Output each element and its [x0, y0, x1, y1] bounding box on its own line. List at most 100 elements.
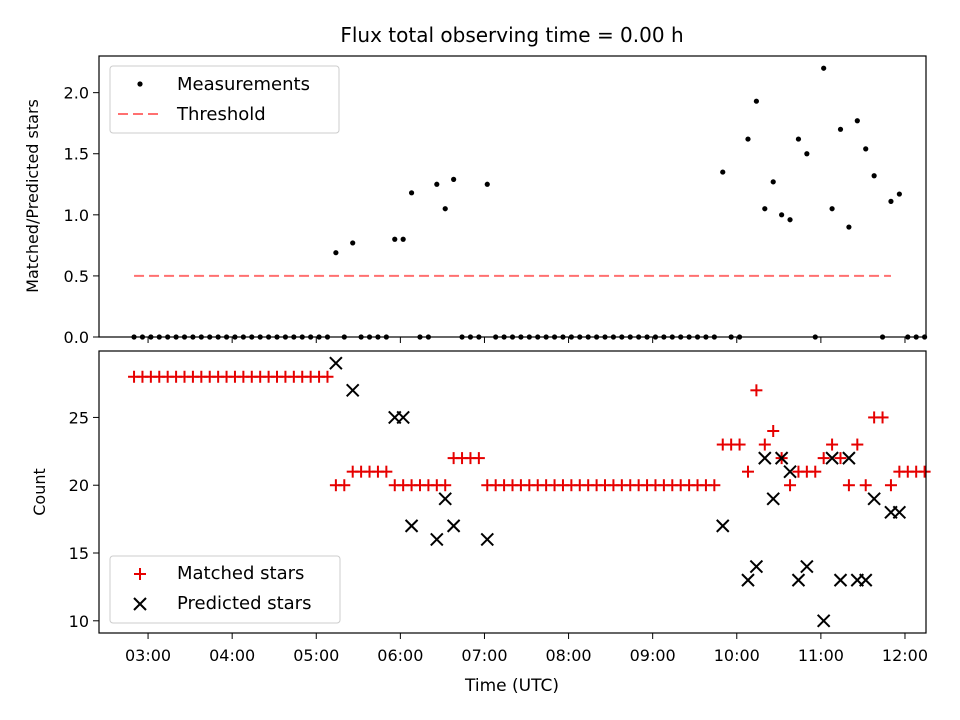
matched-star-point: [876, 411, 889, 424]
count-y-tick-label: 25: [69, 408, 89, 427]
matched-star-point: [842, 479, 855, 492]
ratio-axes-frame: [98, 55, 927, 338]
predicted-star-point: [758, 451, 772, 465]
predicted-star-point: [892, 505, 907, 520]
measurement-point: [350, 240, 356, 246]
measurement-point: [770, 179, 776, 185]
predicted-star-point: [446, 519, 461, 533]
measurement-point: [451, 176, 457, 182]
count-x-tick-label: 09:00: [630, 646, 676, 665]
matched-star-point: [817, 452, 830, 465]
measurement-point: [787, 217, 793, 223]
measurement-point: [720, 169, 726, 175]
predicted-star-point: [867, 492, 881, 506]
ratio-y-tick-label: 1.5: [64, 145, 89, 164]
predicted-star-point: [825, 451, 839, 465]
measurement-point: [408, 190, 415, 196]
predicted-star-point: [345, 383, 360, 398]
legend-predicted-marker: [133, 597, 147, 611]
measurement-point: [896, 191, 902, 197]
matched-star-point: [851, 438, 864, 451]
measurement-point: [804, 151, 810, 157]
matched-star-point: [338, 479, 351, 492]
predicted-star-point: [404, 519, 419, 533]
count-legend-box: [109, 555, 341, 624]
predicted-star-point: [741, 573, 755, 587]
count-legend: Matched stars Predicted stars: [109, 555, 341, 624]
measurement-point: [821, 65, 827, 71]
count-x-tick-label: 04:00: [209, 646, 255, 665]
matched-star-point: [758, 438, 771, 451]
legend-matched-label: Matched stars: [177, 563, 304, 584]
measurement-point: [863, 146, 869, 152]
predicted-star-point: [791, 573, 806, 587]
measurement-point: [762, 206, 768, 212]
measurement-point: [795, 136, 802, 142]
chart-title: Flux total observing time = 0.00 h: [340, 23, 683, 47]
measurement-point: [753, 98, 759, 104]
measurement-point: [400, 236, 406, 242]
predicted-star-point: [859, 573, 873, 587]
ratio-legend: Measurements Threshold: [109, 65, 340, 134]
predicted-star-point: [329, 356, 343, 370]
ratio-x-axis: [147, 337, 906, 343]
measurement-point: [442, 206, 448, 212]
matched-star-point: [708, 479, 721, 492]
predicted-star-point: [716, 519, 730, 533]
ratio-legend-box: [109, 65, 340, 134]
legend-threshold-label: Threshold: [176, 104, 266, 125]
predicted-star-point: [774, 451, 789, 465]
count-x-tick-label: 11:00: [798, 646, 844, 665]
predicted-star-point: [842, 451, 856, 465]
measurement-point: [745, 136, 751, 142]
matched-star-point: [767, 424, 780, 437]
matched-star-point: [884, 479, 897, 492]
count-x-axis: 03:00 04:00 05:00 06:00 07:00 08:00 09:00 10:00…: [125, 633, 928, 665]
measurement-point: [779, 212, 785, 218]
count-plot-area: [128, 356, 931, 628]
measurement-point: [854, 118, 860, 124]
matched-star-point: [750, 384, 763, 397]
measurement-point: [484, 181, 490, 187]
predicted-star-point: [783, 464, 797, 479]
count-x-tick-label: 08:00: [546, 646, 592, 665]
predicted-star-point: [480, 532, 494, 547]
count-axes-frame: [98, 350, 927, 634]
matched-star-point: [380, 465, 393, 478]
legend-measurements-label: Measurements: [177, 74, 310, 95]
matched-star-point: [741, 465, 754, 478]
legend-predicted-label: Predicted stars: [177, 593, 311, 614]
matched-star-point: [809, 465, 822, 478]
ratio-y-axis-label: Matched/Predicted stars: [23, 99, 42, 293]
matched-star-point: [733, 438, 746, 451]
measurement-point: [846, 224, 852, 230]
matched-star-point: [321, 370, 334, 383]
ratio-plot-area: [131, 65, 928, 340]
count-x-tick-label: 06:00: [377, 646, 423, 665]
count-y-tick-label: 10: [69, 612, 89, 631]
measurement-point: [829, 206, 835, 212]
ratio-y-tick-label: 1.0: [64, 206, 89, 225]
count-panel: Count Time (UTC) 10 15 20 25 03:00 04:00 05:0…: [30, 350, 931, 696]
measurement-point: [392, 236, 398, 242]
measurement-point: [434, 181, 440, 187]
matched-star-point: [439, 479, 452, 492]
count-x-tick-label: 10:00: [714, 646, 760, 665]
ratio-y-tick-label: 0.0: [64, 328, 89, 347]
x-axis-label: Time (UTC): [464, 676, 559, 696]
matched-star-point: [834, 452, 847, 465]
ratio-panel: Flux total observing time = 0.00 h Match…: [23, 23, 928, 347]
predicted-star-point: [438, 492, 452, 506]
count-y-axis: 10 15 20 25: [69, 408, 99, 631]
predicted-star-point: [396, 410, 410, 425]
predicted-star-point: [430, 532, 444, 547]
predicted-star-point: [800, 559, 814, 574]
count-y-tick-label: 20: [69, 476, 89, 495]
predicted-star-point: [749, 559, 764, 574]
count-x-tick-label: 07:00: [461, 646, 507, 665]
predicted-star-point: [766, 492, 780, 506]
matched-star-point: [918, 465, 931, 478]
matched-star-point: [826, 438, 839, 451]
count-x-tick-label: 12:00: [882, 646, 928, 665]
